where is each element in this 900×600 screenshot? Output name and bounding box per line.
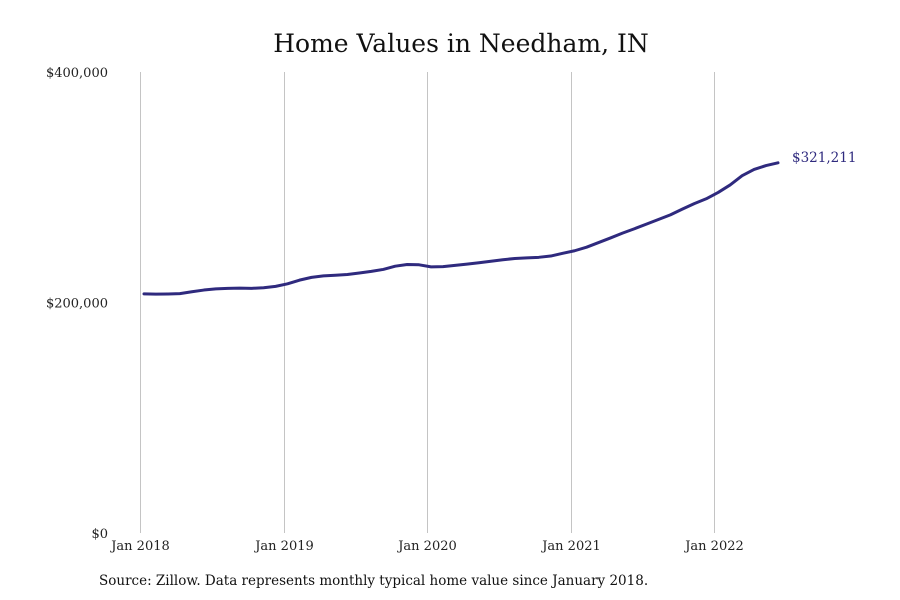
chart-title: Home Values in Needham, IN	[273, 29, 649, 58]
x-tick-label-4: Jan 2022	[683, 539, 744, 554]
y-tick-label-0: $0	[91, 527, 108, 542]
y-axis-tick-labels: $0 $200,000 $400,000	[46, 66, 108, 542]
x-tick-label-3: Jan 2021	[540, 539, 601, 554]
x-tick-label-0: Jan 2018	[109, 539, 170, 554]
source-note: Source: Zillow. Data represents monthly …	[99, 573, 648, 589]
x-tick-label-2: Jan 2020	[396, 539, 457, 554]
y-tick-label-2: $400,000	[46, 66, 108, 81]
end-value-label: $321,211	[792, 150, 856, 166]
x-tick-label-1: Jan 2019	[253, 539, 314, 554]
y-tick-label-1: $200,000	[46, 297, 108, 312]
x-axis-tick-labels: Jan 2018 Jan 2019 Jan 2020 Jan 2021 Jan 2022	[109, 539, 744, 554]
series-line	[142, 161, 780, 296]
gridlines	[140, 72, 715, 533]
